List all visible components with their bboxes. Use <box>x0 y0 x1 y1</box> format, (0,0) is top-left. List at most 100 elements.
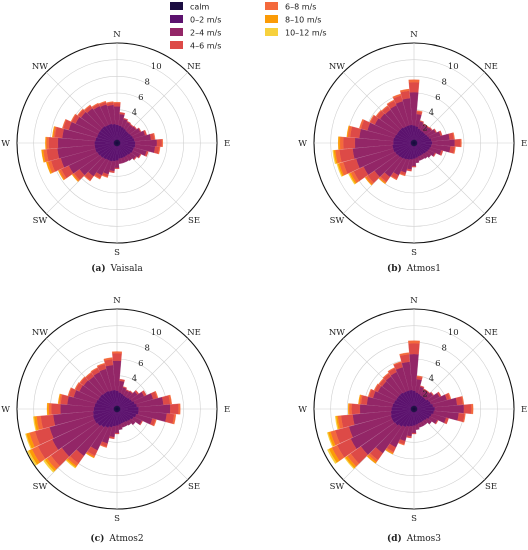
bar-segment <box>83 104 91 111</box>
bar-segment <box>83 175 91 182</box>
bar-segment <box>416 110 423 113</box>
direction-label-n: N <box>113 30 121 40</box>
legend-label: calm <box>190 3 210 12</box>
bars <box>326 340 474 470</box>
bar-segment <box>96 362 105 367</box>
bar-segment <box>419 385 425 389</box>
bar-segment <box>326 432 334 447</box>
legend-swatch <box>265 15 278 23</box>
legend-label: 8–10 m/s <box>285 16 321 25</box>
bar-segment <box>138 153 142 159</box>
bar-segment <box>399 173 406 177</box>
radial-tick-label: 8 <box>145 77 150 87</box>
direction-label-e: E <box>521 139 527 149</box>
legend-item: 4–6 m/s <box>170 41 221 51</box>
bar-segment <box>48 137 59 149</box>
bar-segment <box>387 367 396 373</box>
bar-segment <box>100 444 107 448</box>
bar-segment <box>462 413 466 423</box>
legend-item: 10–12 m/s <box>265 28 327 38</box>
bar-segment <box>93 174 101 180</box>
direction-label-e: E <box>224 405 230 415</box>
radial-tick-label: 8 <box>145 343 150 353</box>
bar-segment <box>156 139 163 147</box>
radial-tick-label: 4 <box>132 374 137 384</box>
bar-segment <box>444 417 449 425</box>
bar-segment <box>25 433 32 450</box>
bar-segment <box>358 394 362 405</box>
bar-segment <box>338 136 341 150</box>
direction-label-e: E <box>224 139 230 149</box>
bar-segment <box>74 382 80 390</box>
bar-segment <box>65 459 76 469</box>
direction-label-sw: SW <box>33 216 48 226</box>
bar-segment <box>79 376 86 384</box>
direction-label-s: S <box>411 248 417 258</box>
legend-label: 10–12 m/s <box>285 29 327 38</box>
bar-segment <box>408 340 420 344</box>
bar-segment <box>408 82 420 93</box>
radial-tick-label: 6 <box>138 93 143 103</box>
direction-label-ne: NE <box>187 328 201 338</box>
panel-caption: (b) Atmos1 <box>387 263 441 274</box>
bar-segment <box>153 133 156 140</box>
bar-segment <box>435 419 439 425</box>
bar-segment <box>129 123 134 128</box>
bar-segment <box>346 125 350 138</box>
radial-tick-label: 10 <box>151 62 162 72</box>
bar-segment <box>51 403 61 415</box>
bar-segment <box>57 393 61 404</box>
panel-caption: (d) Atmos3 <box>387 533 441 544</box>
bar-segment <box>46 136 50 150</box>
bar-segment <box>378 378 385 385</box>
legend-swatch <box>170 15 183 23</box>
bar-segment <box>369 114 375 123</box>
bar-segment <box>133 156 137 161</box>
radial-tick-label: 2 <box>422 124 427 134</box>
bar-segment <box>367 388 372 397</box>
bar-segment <box>437 391 442 398</box>
bar-segment <box>169 403 179 415</box>
bar-segment <box>43 459 55 473</box>
bar-segment <box>433 128 437 133</box>
direction-label-sw: SW <box>33 482 48 492</box>
bar-segment <box>447 392 452 400</box>
panel-caption: (a) Vaisala <box>91 263 143 274</box>
bar-segment <box>144 150 149 157</box>
bar-segment <box>430 391 434 396</box>
bar-segment <box>425 125 430 129</box>
bar-segment <box>98 100 107 105</box>
bar-segment <box>411 166 417 168</box>
bar-segment <box>471 403 474 415</box>
bar-segment <box>109 436 115 440</box>
radial-tick-label: 10 <box>448 328 459 338</box>
bar-segment <box>453 146 456 154</box>
radial-tick-label: 2 <box>422 390 427 400</box>
caption-label: (c) <box>90 533 104 544</box>
legend-item: 8–10 m/s <box>265 15 321 25</box>
legend-swatch <box>265 28 278 36</box>
bar-segment <box>432 152 437 158</box>
bar-segment <box>133 125 137 130</box>
bar-segment <box>386 99 395 105</box>
bar-segment <box>343 136 356 150</box>
bar-segment <box>122 386 127 389</box>
bar-segment <box>114 160 120 169</box>
bar-segment <box>336 163 343 177</box>
bar-segment <box>172 414 177 425</box>
bar-segment <box>41 149 46 163</box>
radial-tick-label: 4 <box>429 374 434 384</box>
bar-segment <box>332 150 337 165</box>
bar-segment <box>157 146 161 155</box>
bar-segment <box>359 119 365 129</box>
legend-label: 2–4 m/s <box>190 29 221 38</box>
direction-label-se: SE <box>188 482 200 492</box>
direction-label-s: S <box>114 514 120 524</box>
bar-segment <box>348 403 350 415</box>
bar-segment <box>439 150 444 156</box>
bar-segment <box>143 129 147 136</box>
